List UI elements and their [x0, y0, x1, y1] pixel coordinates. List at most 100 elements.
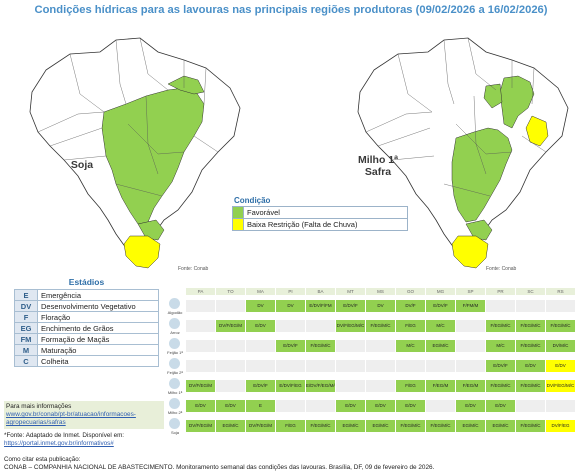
state-header: MA — [246, 288, 275, 295]
table-cell: E/DV — [366, 400, 395, 412]
legend-label: Favorável — [243, 206, 408, 219]
table-cell: E/DV/F — [276, 340, 305, 352]
table-cell — [216, 360, 245, 372]
crop-name: Feijão 1ª — [167, 350, 183, 355]
estadio-row: F Floração — [14, 311, 159, 323]
table-cell: F/EG/M/C — [516, 320, 545, 332]
state-header: MT — [336, 288, 365, 295]
state-header: SP — [456, 288, 485, 295]
table-cell: EG/M/C — [366, 420, 395, 432]
baixa-restricao-region — [123, 235, 161, 269]
source-note-text: *Fonte: Adaptado de Inmet. Disponível em… — [4, 432, 125, 439]
more-info-link[interactable]: www.gov.br/conab/pt-br/atuacao/informaco… — [6, 411, 136, 426]
table-cell — [456, 360, 485, 372]
table-cell: F/EG/M/C — [516, 380, 545, 392]
estadios-heading: Estádios — [68, 277, 105, 287]
table-cell — [306, 400, 335, 412]
source-note-link[interactable]: https://portal.inmet.gov.br/informativos… — [4, 440, 114, 447]
table-cell — [336, 380, 365, 392]
state-header: PR — [486, 288, 515, 295]
estadio-row: EG Enchimento de Grãos — [14, 322, 159, 334]
citation-text: CONAB – COMPANHIA NACIONAL DE ABASTECIME… — [4, 464, 435, 471]
table-cell: E/DV — [486, 400, 515, 412]
table-cell: E/DV — [186, 400, 215, 412]
table-cell: F/EG/M/C — [396, 420, 425, 432]
milho-label-line1: Milho 1ª — [357, 154, 399, 166]
estadio-code: EG — [14, 322, 38, 334]
table-cell — [246, 360, 275, 372]
legend-swatch-baixa — [232, 218, 244, 231]
table-cell: E/DV — [396, 400, 425, 412]
estadio-row: M Maturação — [14, 344, 159, 356]
table-cell: DV/F/EG — [546, 420, 575, 432]
state-header: MS — [366, 288, 395, 295]
table-cell: E/DV — [546, 360, 575, 372]
table-cell: F/EG/M/C — [306, 420, 335, 432]
table-cell: E/DV — [216, 400, 245, 412]
table-cell: M/C — [396, 340, 425, 352]
table-cell: DV — [246, 300, 275, 312]
table-cell — [186, 360, 215, 372]
legend-label: Baixa Restrição (Falta de Chuva) — [243, 218, 408, 231]
state-header: PA — [186, 288, 215, 295]
table-cell: F/EG/M/C — [426, 420, 455, 432]
milho-map-source: Fonte: Conab — [486, 266, 517, 272]
citation-heading: Como citar esta publicação: — [4, 456, 81, 463]
table-cell: EG/M/C — [426, 340, 455, 352]
table-cell — [336, 360, 365, 372]
crop-icon — [169, 318, 180, 329]
table-cell — [276, 360, 305, 372]
condition-legend: Condição Favorável Baixa Restrição (Falt… — [232, 196, 408, 231]
table-cell: E/DV/F — [336, 300, 365, 312]
table-cell: E/DV — [336, 400, 365, 412]
table-cell — [216, 380, 245, 392]
table-cell: F/EG — [276, 420, 305, 432]
table-cell: E/DV/F — [426, 300, 455, 312]
estadios-table: E Emergência DV Desenvolvimento Vegetativo… — [14, 289, 159, 367]
state-header: RS — [546, 288, 575, 295]
table-cell — [186, 320, 215, 332]
estadio-row: E Emergência — [14, 289, 159, 301]
table-cell — [366, 360, 395, 372]
estadio-code: C — [14, 355, 38, 367]
table-cell — [546, 300, 575, 312]
table-cell: M/C — [426, 320, 455, 332]
estadios-legend: Estádios E Emergência DV Desenvolvimento V… — [14, 277, 159, 367]
favoravel-ba-region — [525, 115, 549, 147]
table-cell: DV/F — [396, 300, 425, 312]
table-cell: F/EG/M/C — [516, 420, 545, 432]
estadio-label: Maturação — [37, 344, 159, 356]
crop-state-table: PA TO MA PI BA MT MS GO MG SP PR SC RS Algodão DV DV E/D… — [164, 288, 578, 453]
table-cell: F/EG/M — [456, 380, 485, 392]
table-cell — [336, 340, 365, 352]
favoravel-south — [465, 219, 493, 241]
table-cell — [546, 400, 575, 412]
state-header: GO — [396, 288, 425, 295]
milho-label-line2: Safra — [364, 166, 392, 178]
estadio-label: Desenvolvimento Vegetativo — [37, 300, 159, 312]
table-cell: DV/F/EG/M — [246, 420, 275, 432]
table-cell: EG/M/C — [456, 420, 485, 432]
estadio-row: FM Formação de Maçãs — [14, 333, 159, 345]
source-note: *Fonte: Adaptado de Inmet. Disponível em… — [4, 432, 164, 448]
table-cell: DV/M/C — [546, 340, 575, 352]
table-cell — [486, 300, 515, 312]
table-cell: E/DV — [516, 360, 545, 372]
estadio-row: C Colheita — [14, 355, 159, 367]
table-cell: E/DV — [246, 320, 275, 332]
crop-icon — [169, 398, 180, 409]
table-cell — [426, 360, 455, 372]
table-cell: F/EG — [396, 380, 425, 392]
table-cell: EG/M/C — [216, 420, 245, 432]
table-cell: DV/F/EG/M — [186, 420, 215, 432]
estadio-code: FM — [14, 333, 38, 345]
table-cell: DV/F/EG/M/C — [546, 380, 575, 392]
estadio-code: DV — [14, 300, 38, 312]
table-cell: E — [246, 400, 275, 412]
table-cell: E/DV/F/EG — [276, 380, 305, 392]
condition-legend-table: Favorável Baixa Restrição (Falta de Chuv… — [232, 206, 408, 231]
state-header: MG — [426, 288, 455, 295]
favoravel-region — [451, 127, 513, 223]
crop-name: Feijão 2ª — [167, 370, 183, 375]
table-cell: EG/M/C — [486, 420, 515, 432]
